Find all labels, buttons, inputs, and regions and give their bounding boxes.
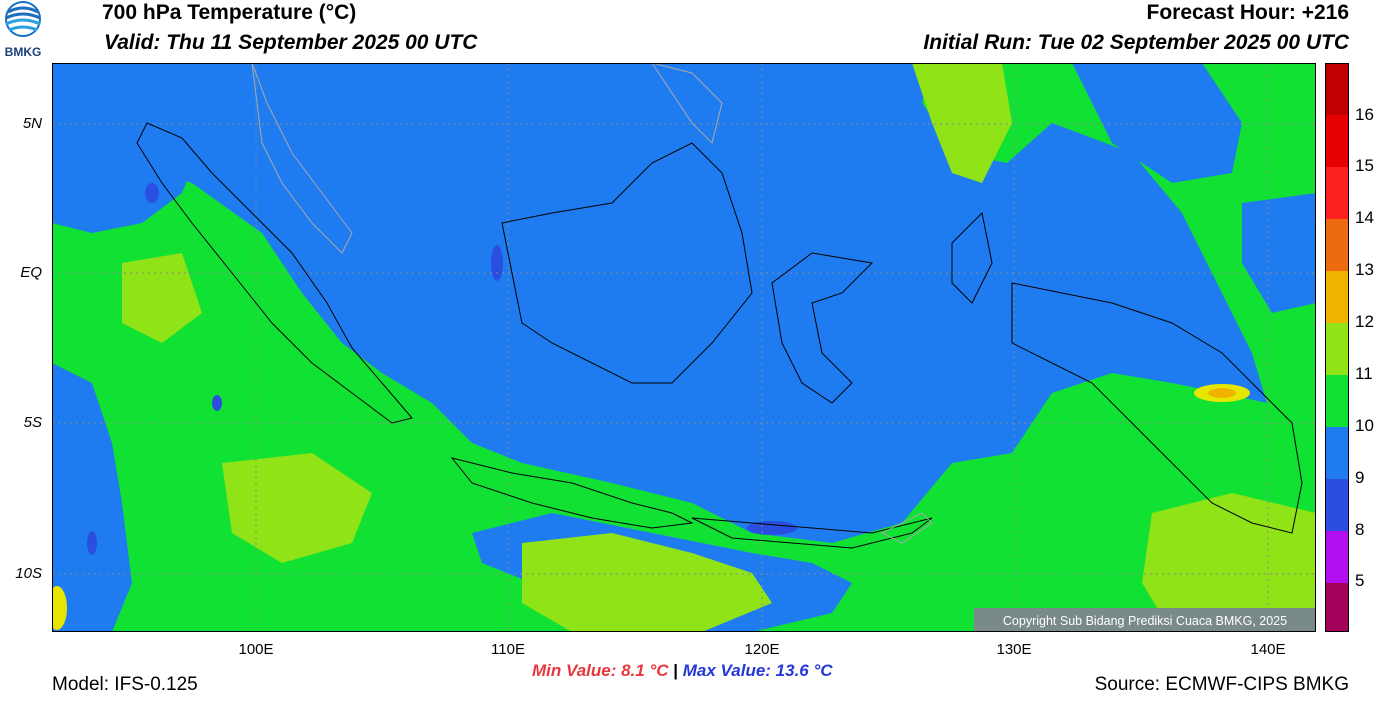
valid-time: Valid: Thu 11 September 2025 00 UTC [104,31,478,54]
warm-region-south [522,533,772,632]
legend-swatch-4 [1325,271,1349,323]
model-label: Model: IFS-0.125 [52,674,198,695]
lon-label-110e: 110E [491,641,525,658]
cool-region-southwest [52,363,132,632]
lat-label-5s: 5S [23,414,42,431]
min-max-separator: | [673,661,679,680]
legend-swatch-10 [1325,583,1349,632]
forecast-hour: Forecast Hour: +216 [1146,1,1350,24]
coast-java [450,457,694,529]
legend-label-12: 12 [1355,312,1374,331]
legend-label-5: 5 [1355,571,1365,590]
map-frame [52,63,1316,632]
warm-region-west [122,253,202,343]
legend-swatch-6 [1325,375,1349,427]
logo-text: BMKG [5,45,42,58]
map-title: 700 hPa Temperature (°C) [102,1,357,24]
legend-label-13: 13 [1355,260,1374,279]
legend-swatch-5 [1325,323,1349,375]
legend-label-14: 14 [1355,208,1374,227]
lon-label-100e: 100E [238,641,274,658]
source-label: Source: ECMWF-CIPS BMKG [1094,674,1349,695]
initial-run: Initial Run: Tue 02 September 2025 00 UT… [923,31,1349,54]
legend-swatch-3 [1325,219,1349,271]
legend-label-15: 15 [1355,156,1374,175]
legend-label-16: 16 [1355,105,1374,124]
cool-region-east [1242,193,1316,313]
copyright-box [974,608,1316,632]
lat-label-10s: 10S [15,565,42,582]
cold-pocket-4 [212,395,222,411]
legend-swatch-0 [1325,63,1349,115]
cold-pocket-1 [145,183,159,203]
lat-label-5n: 5N [22,115,42,132]
copyright-text: Copyright Sub Bidang Prediksi Cuaca BMKG… [1003,614,1287,628]
coast-maluku [951,211,993,304]
legend-label-9: 9 [1355,468,1365,487]
min-value: Min Value: 8.1 °C [532,661,669,680]
legend-label-8: 8 [1355,520,1365,539]
max-value: Max Value: 13.6 °C [682,661,833,680]
warm-region-north [912,63,1012,183]
legend-swatch-7 [1325,427,1349,479]
hotspot-inner [1208,388,1236,398]
legend-swatch-2 [1325,167,1349,219]
map-svg: Copyright Sub Bidang Prediksi Cuaca BMKG… [47,62,1316,632]
gridlines [52,63,1316,632]
cold-pocket-5 [747,521,797,535]
coast-new-guinea [1011,282,1303,534]
legend-swatches [1325,63,1349,632]
lon-label-130e: 130E [996,641,1032,658]
coastlines [136,62,1303,549]
coast-malay-peninsula [251,62,353,254]
bmkg-logo: BMKG [0,0,46,59]
coast-philippines [650,62,723,144]
coast-borneo [501,142,753,384]
coast-sumatra [136,122,413,424]
cool-region-west [52,63,202,233]
lon-label-140e: 140E [1250,641,1286,658]
cold-pocket-2 [491,245,503,281]
legend-swatch-8 [1325,479,1349,531]
warm-region-southwest [222,453,372,563]
temperature-map: Copyright Sub Bidang Prediksi Cuaca BMKG… [47,62,1316,632]
legend-swatch-9 [1325,531,1349,583]
lat-label-eq: EQ [20,264,42,281]
cold-pocket-3 [87,531,97,555]
legend-swatch-1 [1325,115,1349,167]
legend-colorbar [1325,63,1349,632]
legend-label-11: 11 [1355,364,1373,383]
coast-timor [880,512,933,544]
cool-region-north-east [1072,63,1242,183]
coast-sulawesi [771,252,874,404]
coast-nusa-tenggara [691,517,933,549]
legend-label-10: 10 [1355,416,1374,435]
lon-label-120e: 120E [744,641,780,658]
min-max-values: Min Value: 8.1 °C | Max Value: 13.6 °C [532,661,833,681]
cool-region-central [92,63,1267,543]
